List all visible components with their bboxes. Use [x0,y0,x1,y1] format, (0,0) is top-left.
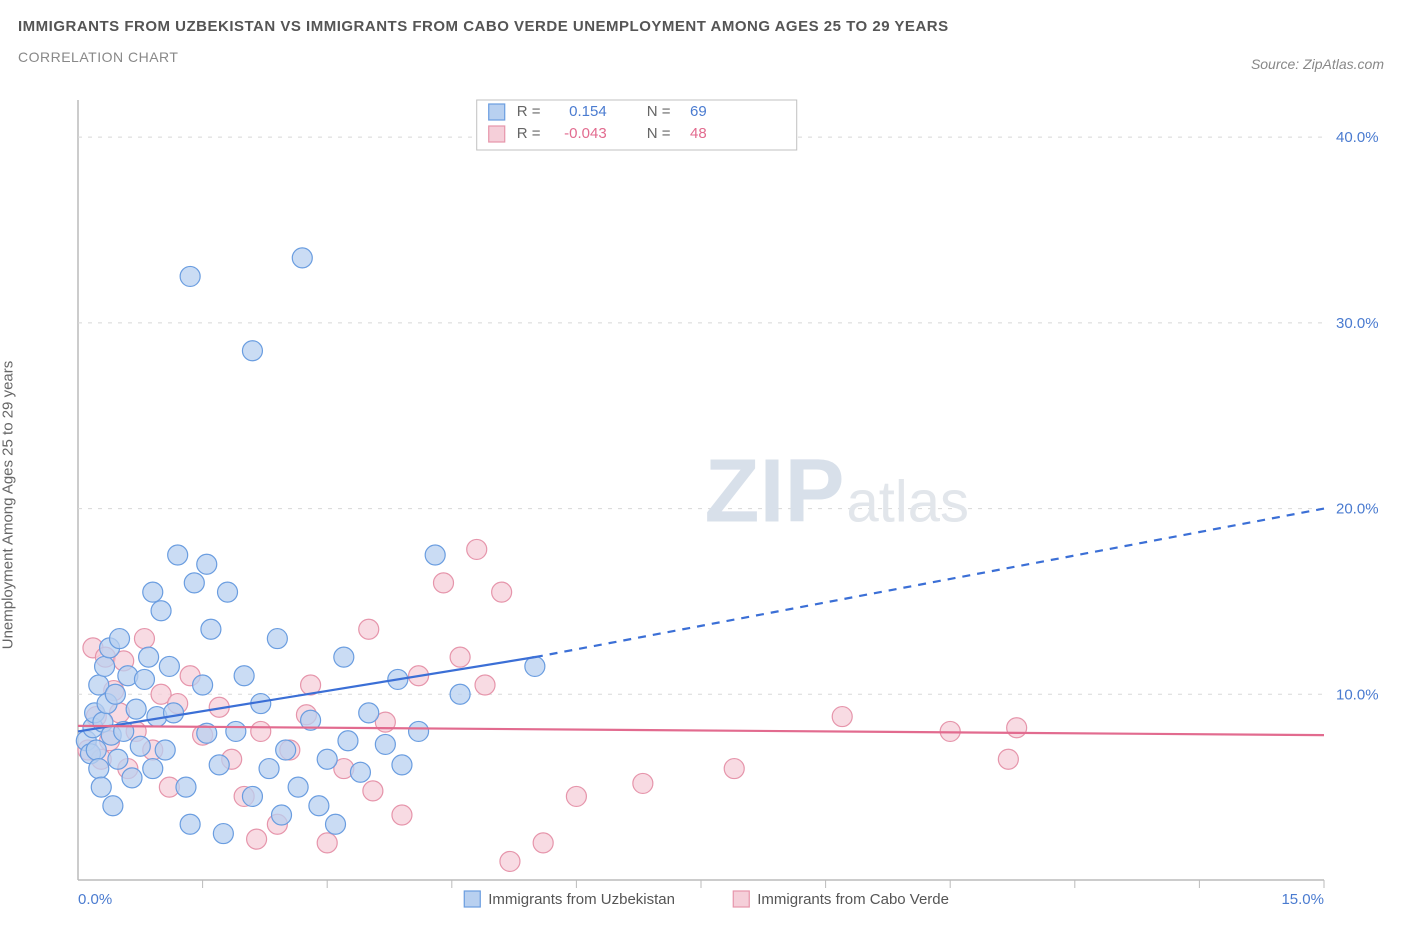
data-point [134,629,154,649]
data-point [566,786,586,806]
data-point [392,805,412,825]
legend-label: Immigrants from Uzbekistan [488,891,675,908]
data-point [276,740,296,760]
legend-swatch [489,104,505,120]
data-point [359,703,379,723]
data-point [242,786,262,806]
legend-n-label: N = [647,103,671,120]
data-point [91,777,111,797]
legend-r-label: R = [517,103,541,120]
data-point [201,619,221,639]
x-tick-label: 0.0% [78,891,112,908]
data-point [288,777,308,797]
legend-r-value: 0.154 [569,103,607,120]
data-point [450,647,470,667]
data-point [326,814,346,834]
data-point [89,759,109,779]
data-point [226,721,246,741]
x-tick-label: 15.0% [1281,891,1324,908]
data-point [126,699,146,719]
data-point [272,805,292,825]
legend-n-label: N = [647,125,671,142]
data-point [159,656,179,676]
data-point [213,824,233,844]
y-tick-label: 10.0% [1336,686,1379,703]
data-point [475,675,495,695]
y-tick-label: 20.0% [1336,501,1379,518]
data-point [110,629,130,649]
data-point [176,777,196,797]
data-point [180,266,200,286]
data-point [832,707,852,727]
source-label: Source: ZipAtlas.com [1251,56,1384,72]
y-tick-label: 30.0% [1336,315,1379,332]
data-point [143,759,163,779]
data-point [317,833,337,853]
data-point [139,647,159,667]
data-point [209,755,229,775]
correlation-chart: 10.0% 20.0% 30.0% 40.0% 0.0% 15.0% ZIPatlas R =… [68,90,1394,920]
data-point [143,582,163,602]
data-point [467,539,487,559]
legend-n-value: 48 [690,125,707,142]
data-point [251,721,271,741]
data-point [103,796,123,816]
data-point [292,248,312,268]
data-point [242,341,262,361]
data-point [259,759,279,779]
data-point [525,656,545,676]
data-point [164,703,184,723]
data-point [218,582,238,602]
data-point [350,762,370,782]
data-point [450,684,470,704]
data-point [724,759,744,779]
data-point [86,740,106,760]
data-point [359,619,379,639]
data-point [998,749,1018,769]
data-point [433,573,453,593]
chart-subtitle: CORRELATION CHART [18,49,1406,65]
legend-swatch [464,891,480,907]
legend-n-value: 69 [690,103,707,120]
chart-title: IMMIGRANTS FROM UZBEKISTAN VS IMMIGRANTS… [18,18,1406,35]
data-point [309,796,329,816]
data-point [105,684,125,704]
data-point [375,734,395,754]
data-point [155,740,175,760]
data-point [180,814,200,834]
data-point [500,851,520,871]
data-point [363,781,383,801]
data-point [1007,718,1027,738]
data-point [234,666,254,686]
data-point [533,833,553,853]
data-point [95,656,115,676]
data-point [317,749,337,769]
legend-swatch [489,126,505,142]
data-point [247,829,267,849]
data-point [108,749,128,769]
y-tick-label: 40.0% [1336,129,1379,146]
data-point [197,554,217,574]
data-point [151,601,171,621]
data-point [267,629,287,649]
data-point [130,736,150,756]
legend-r-label: R = [517,125,541,142]
data-point [492,582,512,602]
data-point [184,573,204,593]
data-point [425,545,445,565]
data-point [122,768,142,788]
data-point [334,647,354,667]
legend-swatch [733,891,749,907]
data-point [633,773,653,793]
data-point [168,545,188,565]
data-point [338,731,358,751]
data-point [193,675,213,695]
legend-label: Immigrants from Cabo Verde [757,891,949,908]
watermark: ZIPatlas [704,442,969,542]
data-point [409,721,429,741]
legend-r-value: -0.043 [564,125,607,142]
data-point [392,755,412,775]
y-axis-label: Unemployment Among Ages 25 to 29 years [0,361,17,650]
data-point [134,669,154,689]
